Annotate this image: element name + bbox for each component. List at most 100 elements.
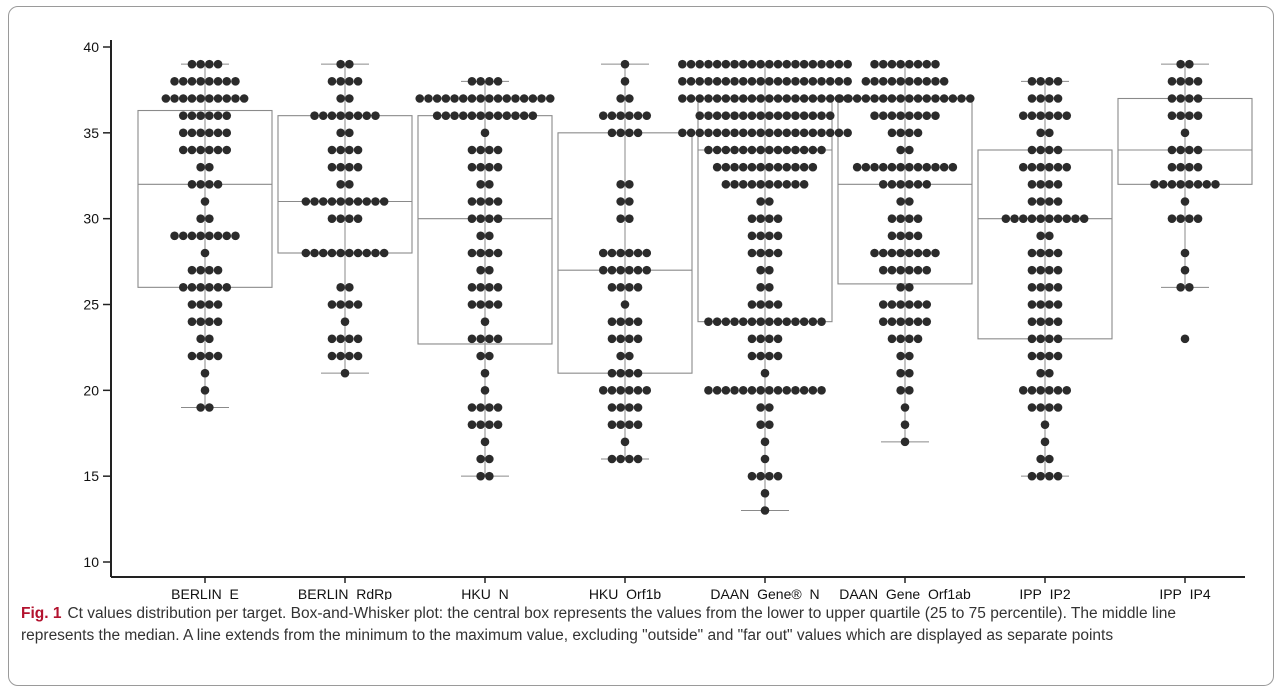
data-point (888, 214, 897, 223)
data-point (336, 352, 345, 361)
data-point (931, 111, 940, 120)
data-point (345, 111, 354, 120)
data-point (713, 163, 722, 172)
data-point (1181, 335, 1190, 344)
data-point (1036, 232, 1045, 241)
data-point (1045, 283, 1054, 292)
data-point (1168, 180, 1177, 189)
data-point (704, 111, 713, 120)
x-category-label: IPP_IP4 (1159, 586, 1211, 600)
data-point (450, 111, 459, 120)
data-point (1036, 77, 1045, 86)
data-point (1150, 180, 1159, 189)
data-point (476, 94, 485, 103)
data-point (1002, 214, 1011, 223)
data-point (328, 111, 337, 120)
data-point (476, 403, 485, 412)
data-point (599, 386, 608, 395)
data-point (782, 317, 791, 326)
data-point (468, 214, 477, 223)
data-point (188, 129, 197, 138)
data-point (1036, 214, 1045, 223)
data-point (1045, 163, 1054, 172)
data-point (1028, 214, 1037, 223)
data-point (494, 283, 503, 292)
data-point (345, 60, 354, 69)
data-point (896, 249, 905, 258)
data-point (774, 317, 783, 326)
data-point (634, 249, 643, 258)
data-point (196, 266, 205, 275)
data-point (931, 163, 940, 172)
data-point (1176, 146, 1185, 155)
data-point (621, 438, 630, 447)
data-point (481, 386, 490, 395)
data-point (205, 163, 214, 172)
data-point (800, 129, 809, 138)
data-point (345, 214, 354, 223)
data-point (922, 300, 931, 309)
data-point (616, 180, 625, 189)
data-point (196, 335, 205, 344)
data-point (896, 77, 905, 86)
data-point (687, 60, 696, 69)
data-point (931, 77, 940, 86)
data-point (761, 455, 770, 464)
data-point (481, 129, 490, 138)
data-point (730, 317, 739, 326)
data-point (862, 77, 871, 86)
data-point (616, 335, 625, 344)
data-point (1054, 386, 1063, 395)
data-point (485, 232, 494, 241)
data-point (914, 214, 923, 223)
data-point (1062, 214, 1071, 223)
data-point (529, 94, 538, 103)
data-point (914, 335, 923, 344)
data-point (896, 266, 905, 275)
data-point (1194, 163, 1203, 172)
data-point (494, 77, 503, 86)
data-point (310, 197, 319, 206)
data-point (336, 77, 345, 86)
data-point (896, 352, 905, 361)
data-point (896, 335, 905, 344)
x-category-label: BERLIN_RdRp (298, 586, 392, 600)
data-point (940, 77, 949, 86)
data-point (485, 420, 494, 429)
data-point (704, 317, 713, 326)
data-point (476, 455, 485, 464)
data-point (476, 146, 485, 155)
data-point (896, 111, 905, 120)
figure-caption: Fig. 1 Ct values distribution per target.… (21, 603, 1251, 647)
data-point (328, 335, 337, 344)
data-point (1071, 214, 1080, 223)
data-point (1010, 214, 1019, 223)
data-point (345, 197, 354, 206)
data-point (739, 77, 748, 86)
data-point (879, 317, 888, 326)
data-point (222, 232, 231, 241)
data-point (616, 94, 625, 103)
data-point (1185, 94, 1194, 103)
data-point (756, 232, 765, 241)
data-point (678, 60, 687, 69)
data-point (616, 403, 625, 412)
data-point (616, 420, 625, 429)
data-point (371, 111, 380, 120)
data-point (196, 94, 205, 103)
data-point (739, 129, 748, 138)
data-point (642, 111, 651, 120)
data-point (756, 197, 765, 206)
data-point (625, 386, 634, 395)
data-point (354, 300, 363, 309)
data-point (625, 283, 634, 292)
data-point (704, 77, 713, 86)
data-point (713, 77, 722, 86)
data-point (328, 214, 337, 223)
data-point (1045, 455, 1054, 464)
data-point (205, 146, 214, 155)
data-point (879, 111, 888, 120)
data-point (222, 111, 231, 120)
data-point (809, 146, 818, 155)
data-point (494, 163, 503, 172)
